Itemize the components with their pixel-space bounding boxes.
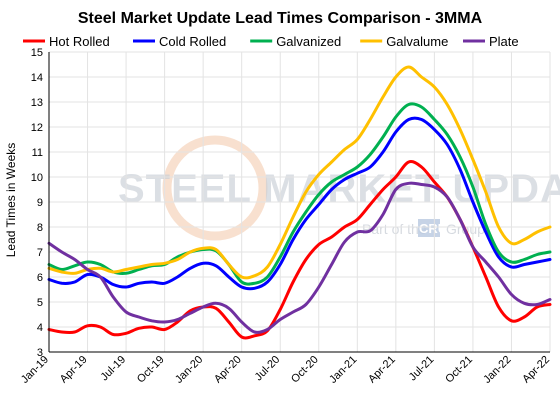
x-tick-label: Oct-20: [289, 354, 321, 386]
x-tick-label: Apr-20: [212, 354, 244, 386]
legend-label-plate: Plate: [489, 34, 519, 49]
x-tick-label: Apr-22: [520, 354, 552, 386]
chart-series: [47, 65, 552, 340]
series-line-plate: [47, 181, 552, 334]
chart-gridlines: [48, 51, 551, 353]
x-tick-label: Jan-22: [481, 354, 513, 386]
y-tick-label: 12: [31, 122, 43, 134]
y-tick-label: 14: [31, 72, 43, 84]
x-tick-label: Jan-20: [173, 354, 205, 386]
legend-label-galvanized: Galvanized: [276, 34, 341, 49]
legend-label-cold-rolled: Cold Rolled: [159, 34, 226, 49]
watermark-cru: CRU: [419, 221, 447, 236]
x-tick-label: Oct-21: [443, 354, 475, 386]
y-tick-label: 13: [31, 97, 43, 109]
chart-legend: Hot Rolled Cold Rolled Galvanized Galvalume…: [23, 34, 519, 49]
watermark-tagline: Part of the: [362, 221, 427, 237]
y-tick-label: 10: [31, 172, 43, 184]
x-tick-label: Apr-21: [366, 354, 398, 386]
series-line-galvanized: [47, 102, 552, 286]
y-tick-label: 5: [37, 297, 43, 309]
x-tick-label: Jan-19: [19, 354, 51, 386]
y-tick-label: 7: [37, 247, 43, 259]
legend-label-hot-rolled: Hot Rolled: [49, 34, 110, 49]
x-tick-label: Jan-21: [327, 354, 359, 386]
y-tick-label: 15: [31, 47, 43, 59]
y-tick-label: 11: [32, 147, 43, 159]
y-axis-label: Lead Times in Weeks: [4, 143, 18, 258]
chart-title: Steel Market Update Lead Times Compariso…: [78, 10, 483, 27]
y-tick-label: 4: [37, 322, 43, 334]
y-tick-label: 3: [37, 347, 43, 359]
x-tick-label: Apr-19: [58, 354, 90, 386]
x-tick-label: Jul-20: [253, 354, 283, 384]
y-tick-label: 6: [37, 272, 43, 284]
x-tick-label: Jul-19: [99, 354, 129, 384]
x-tick-label: Jul-21: [407, 354, 437, 384]
y-tick-label: 8: [37, 222, 43, 234]
x-tick-label: Oct-19: [135, 354, 167, 386]
legend-label-galvalume: Galvalume: [386, 34, 448, 49]
series-line-cold-rolled: [47, 116, 552, 291]
watermark-brand: STEEL MARKET UPDATE: [118, 167, 560, 211]
watermark-logo-circle: [162, 135, 268, 241]
series-line-galvalume: [47, 65, 552, 280]
y-tick-label: 9: [37, 197, 43, 209]
